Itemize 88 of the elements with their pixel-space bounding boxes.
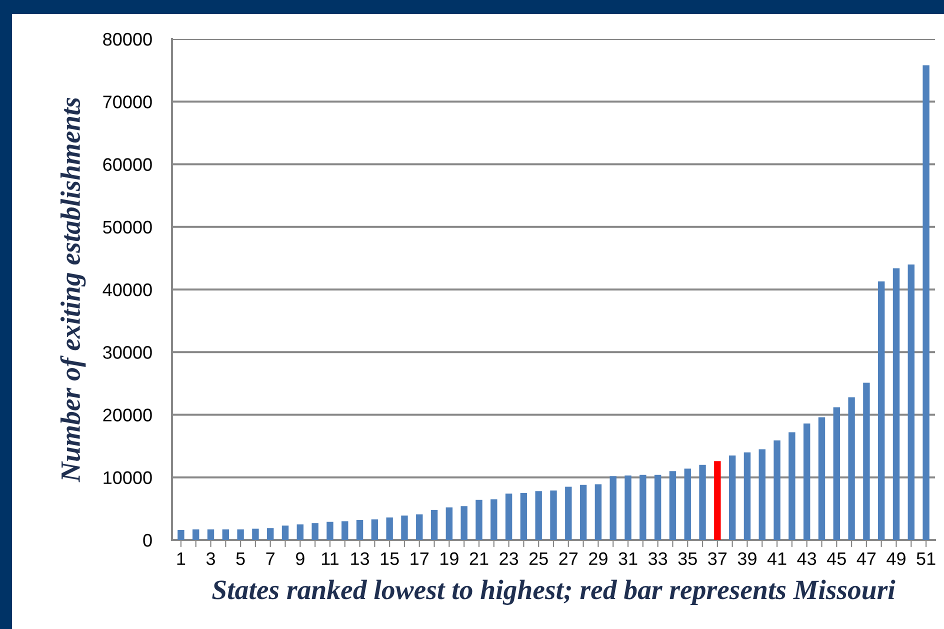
x-axis-title: States ranked lowest to highest; red bar represents Missouri bbox=[212, 580, 896, 605]
bar bbox=[758, 449, 766, 540]
x-tick-label: 7 bbox=[266, 552, 274, 565]
bar bbox=[803, 424, 810, 540]
x-tick-label: 49 bbox=[886, 552, 906, 566]
bar bbox=[863, 382, 870, 540]
x-tick-label: 23 bbox=[500, 552, 518, 566]
bar bbox=[848, 397, 855, 540]
bar bbox=[788, 432, 796, 540]
y-tick-label: 30000 bbox=[103, 346, 152, 359]
x-tick-label: 15 bbox=[380, 552, 399, 566]
x-tick-label: 31 bbox=[618, 552, 638, 566]
bar bbox=[476, 500, 482, 540]
x-tick-label: 9 bbox=[296, 552, 304, 566]
x-tick-label: 41 bbox=[767, 552, 786, 565]
bar bbox=[460, 506, 468, 540]
x-tick-label: 13 bbox=[351, 552, 370, 566]
bar bbox=[312, 523, 318, 540]
bar bbox=[520, 493, 528, 540]
y-tick-label: 0 bbox=[143, 534, 152, 547]
bar bbox=[326, 522, 334, 540]
bar bbox=[908, 264, 915, 540]
x-tick-label: 21 bbox=[470, 552, 488, 565]
bar bbox=[892, 268, 900, 540]
y-tick-label: 70000 bbox=[103, 96, 152, 108]
bar bbox=[296, 524, 304, 540]
bar bbox=[267, 528, 274, 540]
y-tick-label: 60000 bbox=[103, 158, 152, 171]
bar bbox=[714, 461, 721, 540]
bar bbox=[654, 474, 662, 540]
bar bbox=[192, 529, 200, 540]
x-tick-label: 35 bbox=[678, 552, 697, 566]
bar bbox=[833, 407, 840, 540]
bar bbox=[386, 517, 393, 540]
bar bbox=[728, 455, 736, 540]
y-tick-label: 80000 bbox=[103, 32, 152, 46]
bar bbox=[878, 281, 885, 540]
bar bbox=[669, 471, 676, 540]
bar bbox=[594, 484, 602, 540]
bar bbox=[774, 440, 780, 540]
bar bbox=[207, 529, 214, 540]
x-tick-label: 1 bbox=[177, 552, 186, 565]
bar bbox=[178, 530, 184, 540]
bar bbox=[610, 476, 616, 540]
x-tick-label: 37 bbox=[708, 552, 727, 566]
y-tick-label: 10000 bbox=[104, 471, 152, 484]
y-axis-title: Number of exiting establishments bbox=[60, 98, 86, 482]
x-tick-label: 27 bbox=[559, 552, 578, 565]
x-tick-label: 17 bbox=[410, 552, 429, 565]
bar bbox=[624, 475, 632, 540]
x-tick-label: 5 bbox=[236, 552, 245, 566]
bar bbox=[446, 507, 453, 540]
y-tick-label: 50000 bbox=[103, 220, 152, 234]
bar bbox=[237, 529, 244, 540]
bar bbox=[252, 528, 259, 540]
bar bbox=[922, 65, 930, 540]
bar bbox=[430, 510, 438, 540]
bar bbox=[565, 486, 572, 540]
bar bbox=[744, 452, 751, 540]
x-tick-label: 33 bbox=[648, 552, 668, 566]
bar bbox=[699, 464, 706, 540]
bar bbox=[371, 519, 378, 540]
x-tick-label: 29 bbox=[589, 552, 608, 566]
y-tick-label: 40000 bbox=[102, 283, 152, 296]
x-tick-label: 25 bbox=[529, 552, 548, 566]
bar bbox=[640, 474, 646, 540]
bar bbox=[580, 484, 587, 540]
bar bbox=[222, 529, 229, 540]
x-tick-label: 45 bbox=[827, 552, 846, 566]
x-tick-label: 51 bbox=[916, 552, 936, 566]
x-tick-label: 39 bbox=[738, 552, 756, 566]
bar bbox=[684, 468, 691, 540]
bar bbox=[490, 499, 498, 540]
bar bbox=[550, 490, 557, 540]
bar bbox=[356, 520, 364, 540]
bar bbox=[282, 526, 289, 540]
x-tick-label: 3 bbox=[206, 552, 215, 566]
bar bbox=[535, 491, 542, 540]
x-tick-label: 47 bbox=[856, 552, 876, 565]
bar bbox=[401, 516, 408, 540]
x-tick-label: 11 bbox=[322, 552, 338, 565]
bar bbox=[416, 514, 423, 540]
bar bbox=[342, 521, 348, 540]
bar bbox=[505, 494, 512, 540]
x-tick-label: 43 bbox=[797, 552, 816, 566]
x-tick-label: 19 bbox=[440, 552, 458, 566]
bar bbox=[818, 417, 826, 540]
y-tick-label: 20000 bbox=[103, 408, 152, 422]
